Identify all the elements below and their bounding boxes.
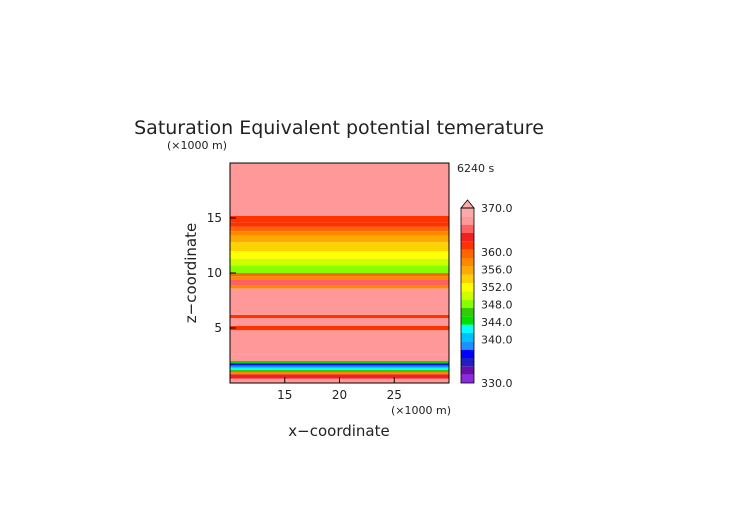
colorbar-tick-label: 370.0 bbox=[481, 202, 513, 215]
colorbar-tick-label: 360.0 bbox=[481, 246, 513, 259]
colorbar-swatch bbox=[461, 316, 474, 325]
contour-band bbox=[230, 279, 449, 286]
contour-band bbox=[230, 288, 449, 315]
colorbar-swatch bbox=[461, 366, 474, 375]
colorbar-swatch bbox=[461, 308, 474, 317]
contour-band bbox=[230, 374, 449, 379]
colorbar-swatch bbox=[461, 216, 474, 225]
colorbar-tick-label: 356.0 bbox=[481, 263, 513, 276]
chart-title: Saturation Equivalent potential temeratu… bbox=[134, 117, 544, 139]
colorbar-tick-label: 330.0 bbox=[481, 377, 513, 390]
colorbar-swatch bbox=[461, 291, 474, 300]
colorbar-swatch bbox=[461, 333, 474, 342]
contour-band bbox=[230, 226, 449, 232]
colorbar-swatch bbox=[461, 224, 474, 233]
contour-band bbox=[230, 318, 449, 326]
contour-band bbox=[230, 258, 449, 266]
contour-band bbox=[230, 242, 449, 251]
time-label: 6240 s bbox=[457, 162, 494, 175]
colorbar: 370.0 360.0 356.0 352.0 348.0 344.0 340.0 330.0 bbox=[460, 199, 513, 390]
contour-band bbox=[230, 365, 449, 368]
y-tick-label: 15 bbox=[207, 211, 222, 225]
y-axis-title: z−coordinate bbox=[182, 223, 200, 323]
contour-band bbox=[230, 369, 449, 372]
contour-band bbox=[230, 251, 449, 259]
x-tick-label: 15 bbox=[277, 388, 292, 402]
contour-fill-area bbox=[230, 163, 449, 383]
colorbar-swatch bbox=[461, 349, 474, 358]
colorbar-frame bbox=[460, 207, 475, 384]
colorbar-swatch bbox=[461, 258, 474, 267]
colorbar-swatch bbox=[461, 274, 474, 283]
contour-band bbox=[230, 222, 449, 227]
contour-band bbox=[230, 354, 449, 361]
colorbar-swatch bbox=[461, 266, 474, 275]
colorbar-tick-label: 344.0 bbox=[481, 316, 513, 329]
colorbar-swatch bbox=[461, 283, 474, 292]
contour-band bbox=[230, 163, 449, 216]
x-axis-title: x−coordinate bbox=[288, 422, 389, 440]
colorbar-swatch bbox=[461, 324, 474, 333]
contour-band bbox=[230, 235, 449, 243]
x-tick-label: 20 bbox=[332, 388, 347, 402]
y-tick-label: 10 bbox=[207, 266, 222, 280]
contour-band bbox=[230, 231, 449, 236]
x-unit-label: (×1000 m) bbox=[391, 404, 451, 417]
colorbar-swatch bbox=[461, 358, 474, 367]
colorbar-swatch bbox=[461, 299, 474, 308]
colorbar-swatch bbox=[461, 241, 474, 250]
colorbar-swatch bbox=[461, 374, 474, 383]
contour-band bbox=[230, 285, 449, 289]
colorbar-tick-label: 348.0 bbox=[481, 298, 513, 311]
axis-ticks: 15 20 25 5 10 15 bbox=[207, 211, 402, 402]
y-unit-label: (×1000 m) bbox=[167, 139, 227, 152]
contour-band bbox=[230, 273, 449, 277]
contour-band bbox=[230, 314, 449, 319]
colorbar-swatch bbox=[461, 341, 474, 350]
colorbar-tick-label: 352.0 bbox=[481, 281, 513, 294]
contour-band bbox=[230, 215, 449, 223]
contour-band bbox=[230, 361, 449, 364]
contour-band bbox=[230, 330, 449, 355]
contour-band bbox=[230, 367, 449, 370]
x-tick-label: 25 bbox=[387, 388, 402, 402]
y-tick-label: 5 bbox=[214, 321, 222, 335]
colorbar-swatch bbox=[461, 233, 474, 242]
colorbar-swatch bbox=[461, 208, 474, 217]
contour-band bbox=[230, 363, 449, 366]
plot-frame bbox=[229, 162, 450, 384]
contour-band bbox=[230, 372, 449, 375]
colorbar-extend-arrow bbox=[460, 199, 475, 209]
contour-band bbox=[230, 325, 449, 331]
colorbar-swatch bbox=[461, 249, 474, 258]
contour-band bbox=[230, 276, 449, 280]
contour-band bbox=[230, 265, 449, 273]
colorbar-tick-label: 340.0 bbox=[481, 333, 513, 346]
